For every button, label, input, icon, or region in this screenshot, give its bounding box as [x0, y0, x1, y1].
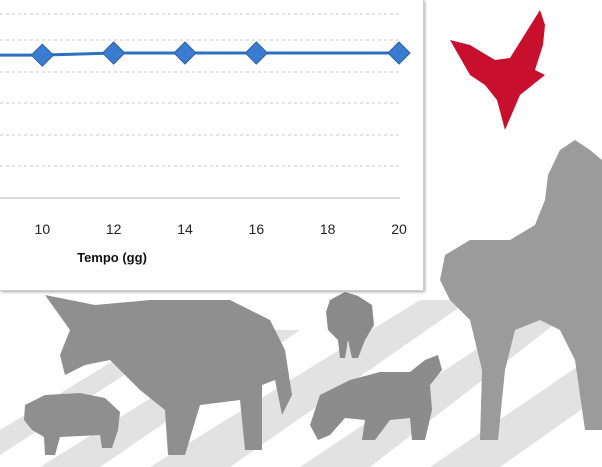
line-chart: 10 12 14 16 18 20 Tempo (gg) — [0, 13, 411, 265]
data-point-marker — [387, 41, 411, 65]
horse-silhouette — [440, 140, 602, 440]
gridlines — [0, 13, 400, 167]
data-point-marker — [244, 41, 269, 65]
x-tick-label: 20 — [391, 221, 407, 237]
x-tick-label: 18 — [320, 221, 336, 237]
x-tick-label: 10 — [35, 221, 51, 237]
data-point-marker — [101, 41, 126, 65]
x-tick-label: 12 — [106, 221, 122, 237]
data-point-marker — [173, 41, 197, 65]
x-tick-labels: 10 12 14 16 18 20 — [35, 221, 407, 237]
red-bird-logo-icon — [450, 10, 545, 130]
hen-silhouette — [326, 292, 374, 358]
cow-silhouette — [45, 295, 292, 455]
series-group — [0, 41, 411, 67]
data-point-marker — [30, 43, 55, 67]
x-tick-label: 16 — [249, 221, 265, 237]
pig-silhouette — [24, 393, 120, 455]
x-tick-label: 14 — [177, 221, 193, 237]
dog-silhouette — [310, 355, 442, 440]
chart-panel: 10 12 14 16 18 20 Tempo (gg) — [0, 0, 424, 291]
series-line — [0, 51, 399, 57]
x-axis-label: Tempo (gg) — [77, 250, 147, 265]
